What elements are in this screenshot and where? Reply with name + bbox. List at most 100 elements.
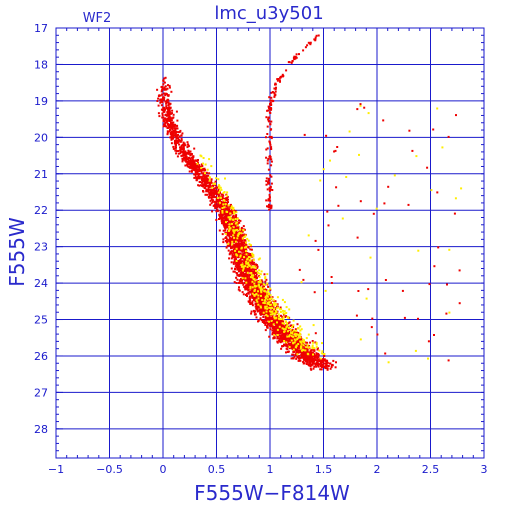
data-point: [298, 335, 301, 338]
data-point: [252, 298, 255, 301]
data-point: [288, 308, 291, 311]
data-point: [227, 244, 230, 247]
data-point: [303, 358, 306, 361]
data-point: [169, 123, 172, 126]
data-point: [240, 262, 243, 265]
data-point: [245, 244, 248, 247]
data-point: [161, 116, 164, 119]
data-point: [241, 233, 244, 236]
data-point: [186, 141, 189, 144]
data-point: [273, 334, 276, 337]
data-point: [232, 251, 235, 254]
data-point: [250, 278, 253, 281]
data-point: [192, 165, 195, 168]
data-point: [248, 264, 251, 267]
data-point: [236, 244, 239, 246]
data-point: [245, 250, 247, 253]
data-point: [167, 109, 170, 112]
data-point: [288, 334, 291, 337]
data-point: [250, 302, 253, 305]
data-point: [227, 216, 230, 219]
data-point: [260, 270, 263, 273]
data-point: [184, 164, 187, 167]
data-point: [280, 75, 282, 78]
data-point: [188, 170, 191, 173]
data-point: [207, 190, 210, 193]
data-point: [318, 363, 321, 366]
data-point: [205, 175, 208, 178]
data-point: [285, 341, 288, 344]
grid-lines: [56, 28, 484, 458]
data-point: [231, 224, 234, 226]
data-point: [171, 121, 173, 124]
data-point: [236, 228, 238, 231]
data-point: [230, 250, 233, 253]
data-point: [305, 344, 308, 347]
data-point: [274, 310, 277, 312]
data-point: [257, 297, 260, 300]
data-point: [175, 141, 178, 144]
data-point: [295, 351, 298, 353]
data-point: [268, 196, 271, 199]
data-point: [162, 96, 164, 99]
data-point: [264, 295, 267, 298]
data-point: [233, 218, 236, 221]
data-point: [241, 237, 244, 240]
data-point: [255, 277, 258, 280]
data-point: [269, 123, 272, 126]
data-point: [224, 215, 226, 218]
data-point: [300, 328, 303, 331]
data-point: [183, 156, 186, 159]
data-point: [297, 327, 300, 330]
data-point: [195, 179, 198, 182]
data-point: [294, 331, 297, 334]
data-point: [329, 159, 331, 162]
data-point: [236, 274, 239, 277]
data-point: [206, 188, 209, 191]
data-point: [229, 227, 232, 230]
data-point: [242, 271, 244, 274]
data-point: [273, 301, 276, 304]
data-point: [262, 305, 265, 308]
data-point: [220, 217, 222, 220]
data-point: [249, 254, 252, 257]
data-point: [174, 149, 177, 152]
data-point: [286, 328, 288, 331]
data-point: [237, 240, 240, 243]
data-point: [283, 301, 286, 304]
data-point: [229, 230, 232, 233]
data-point: [185, 153, 187, 156]
data-point: [253, 292, 256, 295]
data-point: [298, 347, 301, 350]
data-point: [256, 282, 258, 285]
data-point: [245, 245, 248, 248]
data-point: [277, 78, 280, 80]
data-point: [271, 296, 274, 299]
data-point: [248, 270, 251, 273]
data-point: [300, 342, 303, 345]
data-point: [171, 127, 174, 130]
data-point: [269, 157, 272, 160]
data-point: [316, 357, 319, 360]
data-point: [325, 359, 328, 362]
data-point: [190, 163, 192, 166]
data-point: [208, 184, 210, 187]
data-point: [288, 335, 290, 338]
data-point: [237, 227, 240, 230]
data-point: [222, 203, 225, 206]
data-point: [180, 139, 183, 142]
data-point: [298, 53, 300, 56]
data-point: [359, 200, 362, 203]
data-point: [233, 227, 236, 230]
data-point: [246, 267, 249, 270]
data-point: [310, 351, 313, 354]
data-point: [232, 212, 234, 215]
data-point: [160, 108, 163, 111]
data-point: [182, 144, 185, 147]
x-tick-label: 0.5: [208, 463, 226, 476]
data-point: [219, 212, 222, 215]
data-point: [238, 265, 240, 268]
data-point: [446, 283, 448, 286]
data-point: [230, 251, 233, 254]
data-point: [240, 246, 243, 249]
